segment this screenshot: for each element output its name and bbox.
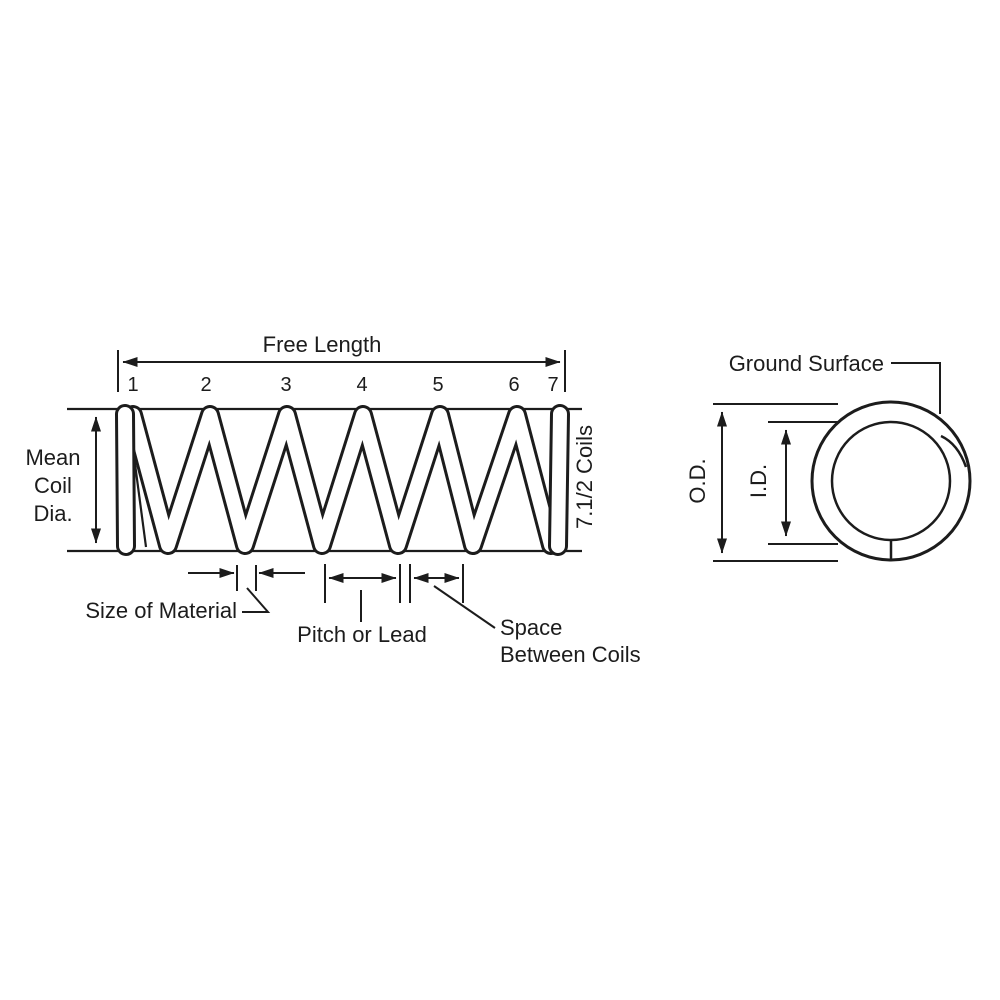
spring-left-end-coil-fill bbox=[118, 407, 133, 553]
front-view bbox=[67, 404, 582, 556]
inner-circle bbox=[830, 420, 952, 542]
mean-coil-dia-dimension: Mean Coil Dia. bbox=[25, 416, 101, 544]
pitch-or-lead-dimension: Pitch or Lead bbox=[297, 564, 427, 647]
spring-coil-fill bbox=[126, 408, 558, 552]
inner-diameter-dimension: I.D. bbox=[746, 421, 840, 545]
inner-diameter-label: I.D. bbox=[746, 464, 771, 498]
coil-number-1: 1 bbox=[127, 374, 138, 396]
space-label-line1: Space bbox=[500, 615, 562, 640]
free-length-dimension: Free Length bbox=[117, 332, 566, 392]
mean-coil-dia-label-line2: Coil bbox=[34, 473, 72, 498]
mean-coil-dia-label-line1: Mean bbox=[25, 445, 80, 470]
coil-numbers: 1 2 3 4 5 6 7 bbox=[127, 374, 558, 396]
space-label-line2: Between Coils bbox=[500, 642, 641, 667]
coil-number-3: 3 bbox=[280, 374, 291, 396]
ground-surface-label: Ground Surface bbox=[729, 351, 884, 376]
coil-number-2: 2 bbox=[200, 374, 211, 396]
coil-count-label: 7.1/2 Coils bbox=[572, 425, 597, 529]
size-of-material-dimension: Size of Material bbox=[85, 565, 305, 623]
end-view: Ground Surface O.D. I.D. bbox=[685, 351, 972, 562]
outer-diameter-label: O.D. bbox=[685, 458, 710, 503]
size-of-material-leader-line bbox=[242, 587, 271, 613]
ground-surface-leader-line bbox=[891, 362, 941, 414]
space-leader-line bbox=[433, 585, 496, 629]
mean-coil-dia-label-line3: Dia. bbox=[33, 501, 72, 526]
free-length-label: Free Length bbox=[263, 332, 382, 357]
coil-number-6: 6 bbox=[508, 374, 519, 396]
coil-number-4: 4 bbox=[356, 374, 367, 396]
size-of-material-label: Size of Material bbox=[85, 598, 237, 623]
coil-number-7: 7 bbox=[547, 374, 558, 396]
coil-number-5: 5 bbox=[432, 374, 443, 396]
wire-end-curve bbox=[940, 434, 968, 468]
space-between-coils-dimension: Space Between Coils bbox=[409, 564, 641, 667]
pitch-or-lead-label: Pitch or Lead bbox=[297, 622, 427, 647]
outer-diameter-dimension: O.D. bbox=[685, 403, 838, 562]
spring-right-end-coil-fill bbox=[551, 407, 567, 553]
outer-circle bbox=[810, 400, 972, 562]
